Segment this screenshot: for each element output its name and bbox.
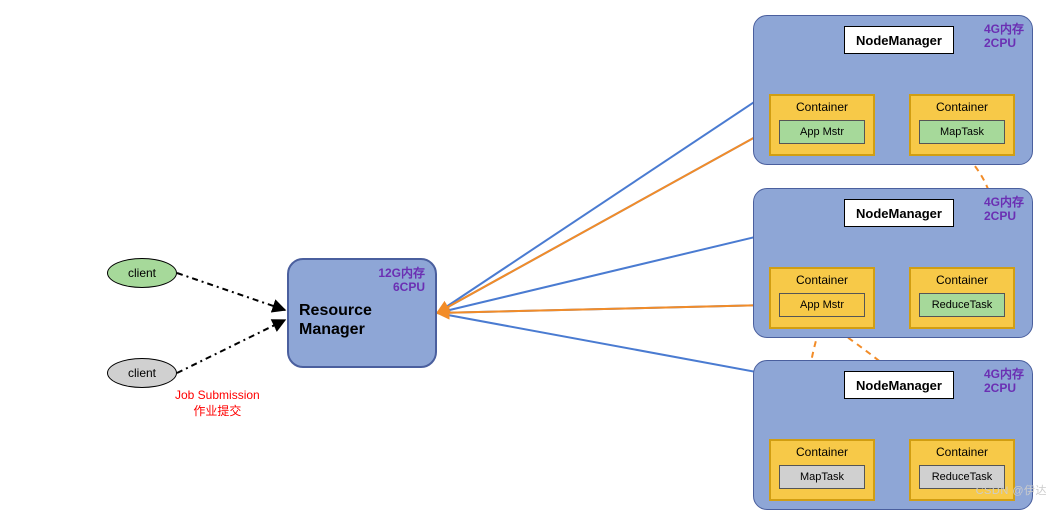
container-box: Container App Mstr bbox=[769, 267, 875, 329]
rm-cpu: 6CPU bbox=[299, 280, 425, 294]
watermark: CSDN @伊达 bbox=[976, 482, 1047, 498]
task-box: MapTask bbox=[919, 120, 1005, 144]
node-manager-label: NodeManager bbox=[844, 371, 954, 399]
container-label: Container bbox=[771, 96, 873, 114]
rm-mem: 12G内存 bbox=[299, 266, 425, 280]
node-manager-label: NodeManager bbox=[844, 26, 954, 54]
client-node-top: client bbox=[107, 258, 177, 288]
task-box: MapTask bbox=[779, 465, 865, 489]
client-node-bottom: client bbox=[107, 358, 177, 388]
container-label: Container bbox=[771, 441, 873, 459]
nm-stats: 4G内存 2CPU bbox=[984, 22, 1024, 51]
container-box: Container MapTask bbox=[769, 439, 875, 501]
node-manager-label: NodeManager bbox=[844, 199, 954, 227]
rm-title: Resource Manager bbox=[299, 301, 425, 339]
nm-stats: 4G内存 2CPU bbox=[984, 195, 1024, 224]
task-box: ReduceTask bbox=[919, 293, 1005, 317]
container-box: Container ReduceTask bbox=[909, 267, 1015, 329]
job-submission-label: Job Submission 作业提交 bbox=[175, 388, 260, 419]
container-label: Container bbox=[911, 269, 1013, 287]
task-box: App Mstr bbox=[779, 120, 865, 144]
rm-stats: 12G内存 6CPU bbox=[299, 266, 425, 295]
container-label: Container bbox=[911, 441, 1013, 459]
client-label: client bbox=[128, 266, 156, 280]
container-label: Container bbox=[911, 96, 1013, 114]
node-manager-panel: 4G内存 2CPU NodeManager Container App Mstr… bbox=[753, 15, 1033, 165]
client-label: client bbox=[128, 366, 156, 380]
resource-manager-node: 12G内存 6CPU Resource Manager bbox=[287, 258, 437, 368]
node-manager-panel: 4G内存 2CPU NodeManager Container App Mstr… bbox=[753, 188, 1033, 338]
nm-stats: 4G内存 2CPU bbox=[984, 367, 1024, 396]
container-box: Container App Mstr bbox=[769, 94, 875, 156]
task-box: App Mstr bbox=[779, 293, 865, 317]
container-box: Container MapTask bbox=[909, 94, 1015, 156]
container-label: Container bbox=[771, 269, 873, 287]
